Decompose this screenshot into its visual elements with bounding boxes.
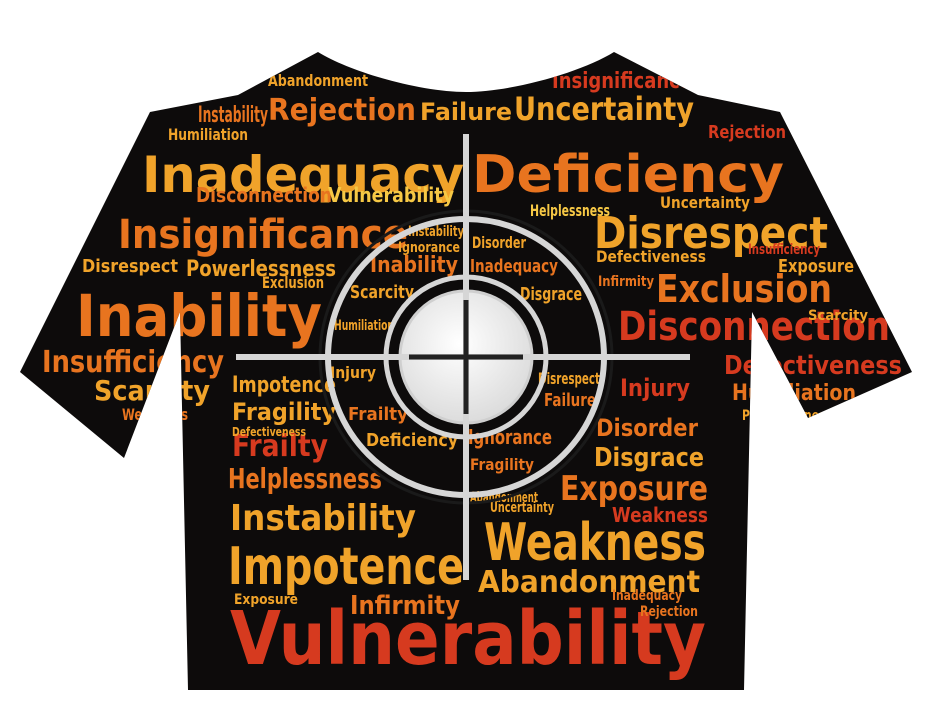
word-insignificance-small: Insignificance <box>552 69 692 94</box>
word-disrespect-large: Disrespect <box>594 208 828 259</box>
word-exclusion-large: Exclusion <box>656 267 832 311</box>
word-impotence-medium: Impotence <box>232 373 336 398</box>
target-crosshair-icon <box>236 134 690 580</box>
word-deficiency-large: Deficiency <box>472 145 784 205</box>
word-disrespect-sleeve: Disrespect <box>538 369 600 388</box>
word-defectiveness-small: Defectiveness <box>596 247 706 266</box>
word-humiliation: Humiliation <box>732 381 856 406</box>
word-uncertainty-small: Uncertainty <box>660 193 750 212</box>
word-failure: Failure <box>420 98 512 126</box>
word-instability: Instability <box>230 498 416 539</box>
word-abandonment: Abandonment <box>478 565 700 600</box>
word-failure-ring: Failure <box>544 390 596 411</box>
word-ignorance-sleeve: Ignorance <box>398 240 460 256</box>
word-weakness-large: Weakness <box>484 513 706 573</box>
word-scarcity-sleeve: Scarcity <box>808 308 868 324</box>
word-humiliation-sleeve: Inadequacy <box>612 588 682 604</box>
word-infirmity: Infirmity <box>350 591 460 621</box>
word-exposure-sleeve: Exposure <box>234 592 298 608</box>
word-disgrace: Disgrace <box>594 443 704 473</box>
word-uncertainty: Uncertainty <box>514 90 694 128</box>
word-weakness-small: Weakness <box>612 503 708 527</box>
word-insignificance: Insignificance <box>118 212 408 258</box>
word-disorder-ring: Disorder <box>472 233 526 252</box>
word-infirmity-sleeve: Infirmity <box>598 274 654 290</box>
word-impotence-large: Impotence <box>228 537 464 597</box>
word-vulnerability-small: Vulnerability <box>328 183 454 207</box>
word-weakness-sleeve: Weakness <box>122 405 188 424</box>
word-scarcity: Scarcity <box>94 374 210 407</box>
word-rejection-sleeve: Rejection <box>640 604 698 620</box>
word-disorder: Disorder <box>596 414 698 442</box>
word-abandonment-small: Abandonment <box>268 71 368 90</box>
word-vulnerability-large: Vulnerability <box>230 596 706 682</box>
word-insufficiency-sleeve: Insufficiency <box>748 242 820 258</box>
word-disgrace-ring: Disgrace <box>520 284 582 305</box>
word-exposure: Exposure <box>560 469 708 509</box>
word-helplessness: Helplessness <box>228 462 382 495</box>
word-inability-large: Inability <box>76 282 322 350</box>
word-disrespect-small: Disrespect <box>82 256 178 277</box>
word-uncertainty-sleeve: Uncertainty <box>490 500 554 516</box>
word-defectiveness: Defectiveness <box>724 351 902 381</box>
word-powerlessness: Powerlessness <box>186 257 336 282</box>
word-rejection-small: Rejection <box>708 122 786 143</box>
word-inadequacy-ring: Inadequacy <box>470 256 558 277</box>
word-deficiency-ring: Deficiency <box>366 430 458 451</box>
word-exposure-small: Exposure <box>778 256 854 277</box>
word-fragility-ring: Fragility <box>470 455 534 474</box>
word-inadequacy-large: Inadequacy <box>142 146 464 204</box>
word-insufficiency: Insufficiency <box>42 345 224 380</box>
word-frailty: Frailty <box>232 429 328 464</box>
word-powerlessness-sleeve: Powerlessness <box>742 408 832 424</box>
word-rejection: Rejection <box>268 93 416 128</box>
word-humiliation-small: Humiliation <box>168 125 248 144</box>
word-defectiveness-sleeve: Defectiveness <box>232 425 306 439</box>
word-scarcity-ring: Scarcity <box>350 282 414 303</box>
word-instability-small: Instability <box>198 103 268 128</box>
word-fragility: Fragility <box>232 398 336 426</box>
word-inability-ring: Inability <box>370 253 458 278</box>
word-humiliation-ring: Humiliation <box>334 318 394 334</box>
word-injury-ring: Injury <box>330 363 376 382</box>
word-helplessness-small: Helplessness <box>530 201 610 220</box>
word-exclusion-sleeve: Exclusion <box>262 273 324 292</box>
word-disconnection-small: Disconnection <box>196 183 332 207</box>
word-frailty-ring: Frailty <box>348 404 408 425</box>
word-injury: Injury <box>620 374 690 402</box>
